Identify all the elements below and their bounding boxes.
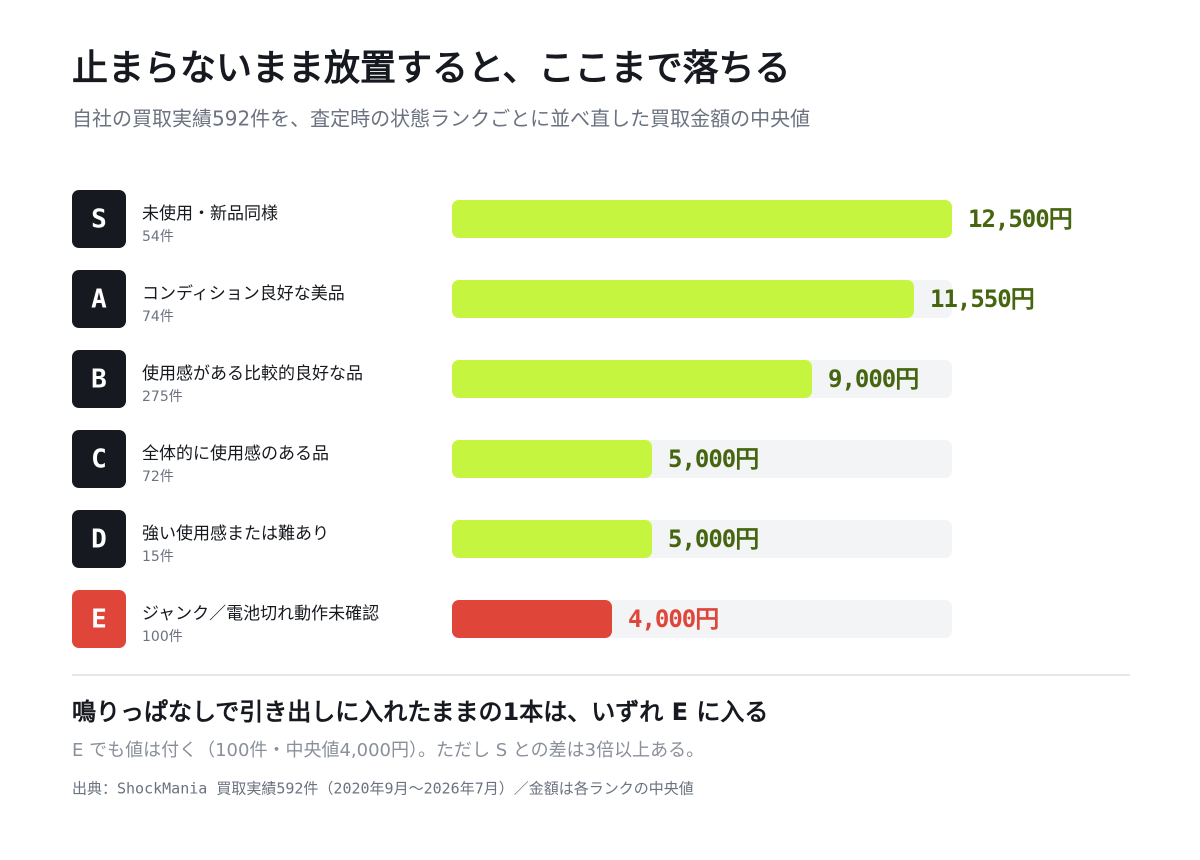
rank-count: 275件 (142, 389, 183, 405)
value-label: 11,550円 (930, 285, 1034, 313)
bar (452, 280, 914, 318)
headline: 鳴りっぱなしで引き出しに入れたままの1本は、いずれ E に入る (72, 698, 768, 726)
rank-letter: A (91, 285, 107, 315)
rank-count: 15件 (142, 549, 174, 565)
rank-description: ジャンク／電池切れ動作未確認 (142, 604, 379, 624)
bar (452, 440, 652, 478)
rank-description: 全体的に使用感のある品 (142, 443, 329, 464)
rank-badge (72, 190, 126, 248)
bar (452, 200, 952, 238)
bar (452, 520, 652, 558)
title: 止まらないまま放置すると、ここまで落ちる (72, 48, 791, 89)
rank-badge (72, 350, 126, 408)
value-label: 9,000円 (828, 365, 918, 393)
note: E でも値は付く（100件・中央値4,000円）。ただし S との差は3倍以上あ… (72, 740, 704, 761)
rank-badge (72, 270, 126, 328)
bar (452, 600, 612, 638)
rank-letter: S (91, 205, 107, 235)
rank-letter: D (91, 525, 107, 555)
rank-description: 強い使用感または難あり (142, 523, 329, 544)
rank-description: 使用感がある比較的良好な品 (142, 363, 363, 384)
rank-letter: B (91, 365, 107, 395)
value-label: 5,000円 (668, 525, 758, 553)
rank-badge (72, 510, 126, 568)
rank-count: 54件 (142, 229, 174, 245)
rank-badge (72, 590, 126, 648)
rank-description: 未使用・新品同様 (142, 203, 278, 224)
value-label: 4,000円 (628, 605, 718, 633)
rank-badge (72, 430, 126, 488)
bar (452, 360, 812, 398)
rank-count: 100件 (142, 629, 183, 645)
rank-description: コンディション良好な美品 (142, 283, 345, 304)
rank-count: 72件 (142, 469, 174, 485)
subtitle: 自社の買取実績592件を、査定時の状態ランクごとに並べ直した買取金額の中央値 (72, 107, 810, 131)
source: 出典：ShockMania 買取実績592件（2020年9月〜2026年7月）／… (72, 780, 694, 798)
value-label: 5,000円 (668, 445, 758, 473)
rank-count: 74件 (142, 309, 174, 325)
rank-letter: E (91, 605, 107, 635)
value-label: 12,500円 (968, 205, 1072, 233)
rank-letter: C (91, 445, 107, 475)
